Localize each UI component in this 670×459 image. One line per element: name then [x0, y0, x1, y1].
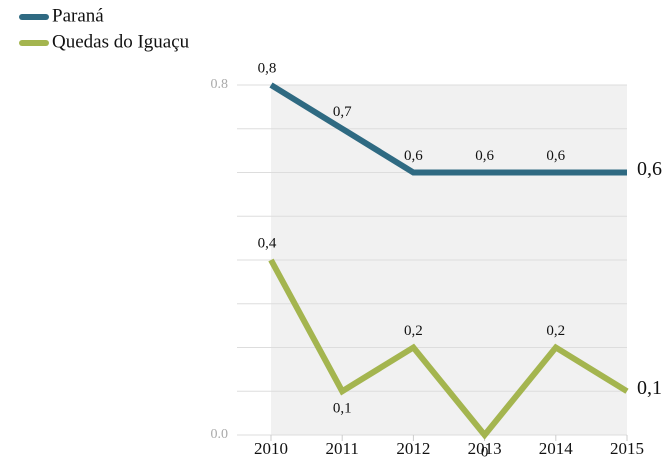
x-tick-label: 2010 — [254, 439, 288, 458]
data-label: 0,6 — [546, 148, 565, 164]
series-line — [269, 82, 627, 176]
x-tick-label: 2015 — [610, 439, 644, 458]
data-label: 0,7 — [333, 104, 352, 120]
series-line — [268, 258, 629, 440]
data-label: 0,2 — [404, 323, 423, 339]
data-label: 0,6 — [637, 158, 662, 180]
y-tick-label: 0.0 — [211, 427, 229, 442]
x-tick-label: 2014 — [539, 439, 574, 458]
data-label: 0,8 — [258, 60, 277, 76]
x-tick-label: 2011 — [326, 439, 359, 458]
data-label: 0,1 — [637, 377, 662, 399]
data-label: 0,6 — [475, 148, 494, 164]
data-label: 0,6 — [404, 148, 423, 164]
y-tick-label: 0.8 — [211, 77, 229, 92]
data-label: 0 — [481, 444, 489, 459]
data-label: 0,1 — [333, 401, 352, 417]
legend-label: Paraná — [52, 5, 104, 26]
data-label: 0,4 — [258, 235, 277, 251]
x-tick-label: 2012 — [396, 439, 430, 458]
legend-label: Quedas do Iguaçu — [52, 31, 190, 52]
x-tick-label: 2013 — [468, 439, 502, 458]
data-label: 0,2 — [546, 323, 565, 339]
